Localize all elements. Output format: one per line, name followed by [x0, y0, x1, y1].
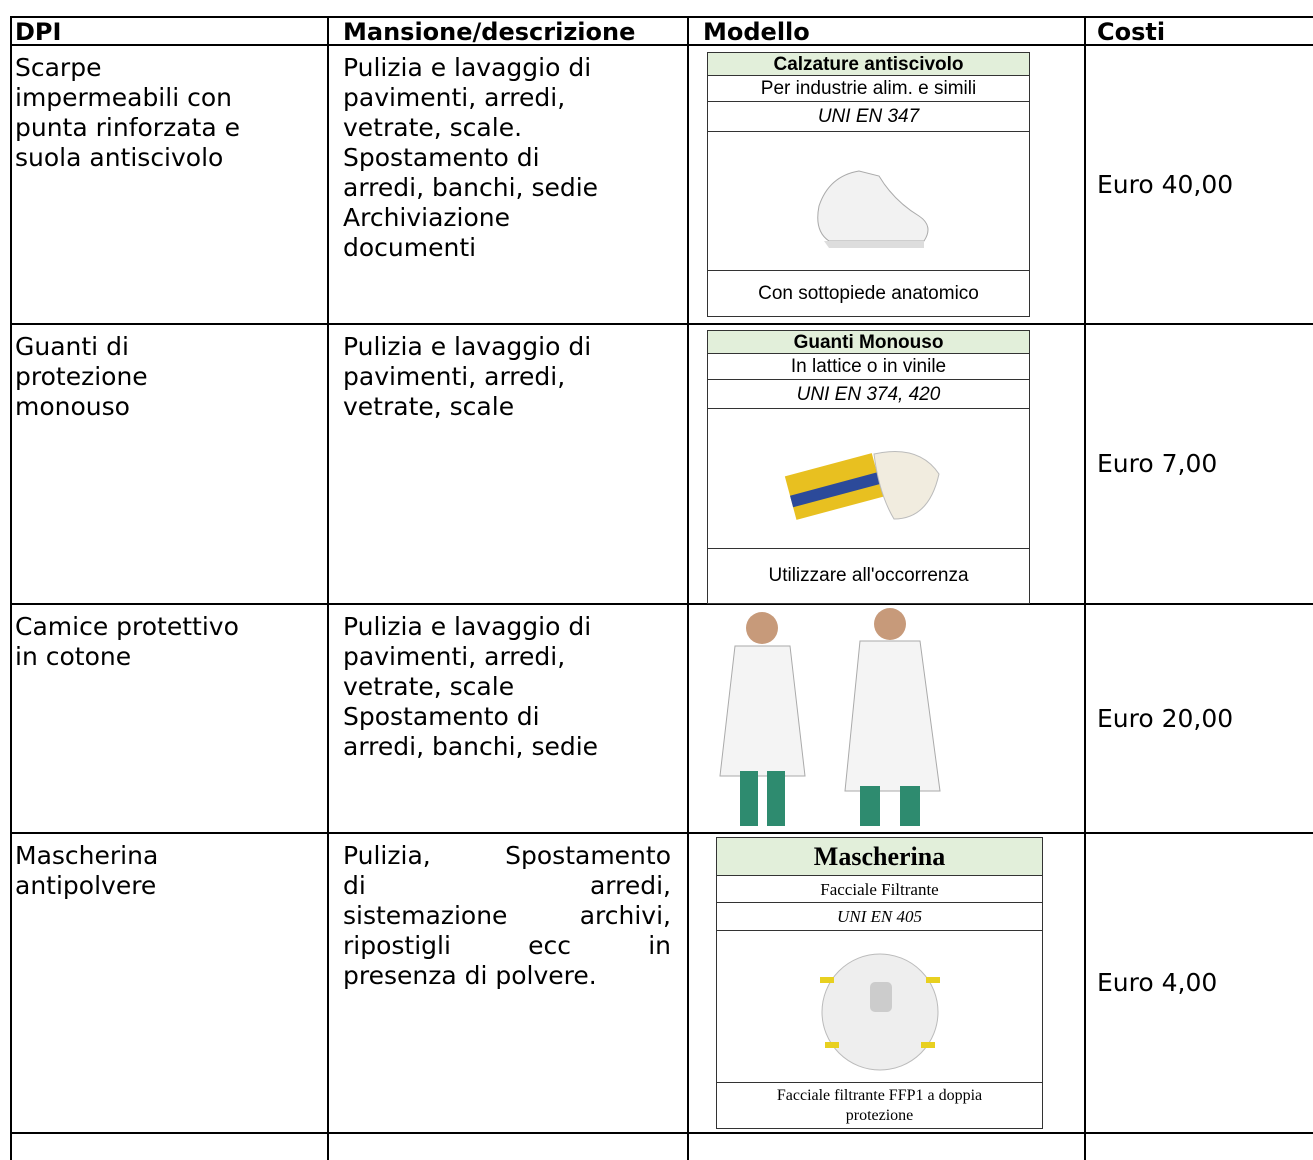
dpi-text: Scarpe: [15, 53, 102, 82]
description-text: Pulizia e lavaggio di: [343, 53, 592, 82]
cost-text: Euro 40,00: [1097, 169, 1234, 199]
model-note: Facciale filtrante FFP1 a doppia protezio…: [717, 1083, 1042, 1128]
model-note: Con sottopiede anatomico: [708, 271, 1029, 316]
model-card: Guanti Monouso In lattice o in vinile UNI …: [707, 330, 1030, 604]
dpi-text: monouso: [15, 392, 130, 421]
dpi-text: antipolvere: [15, 871, 157, 900]
model-note: Utilizzare all'occorrenza: [708, 549, 1029, 603]
description-text: vetrate, scale: [343, 672, 515, 701]
model-title: Calzature antiscivolo: [708, 53, 1029, 76]
cost-text: Euro 4,00: [1097, 968, 1218, 997]
dpi-text: punta rinforzata e: [15, 113, 240, 142]
note-line: Con sottopiede anatomico: [758, 282, 979, 304]
description-text: Spostamento di: [343, 143, 540, 172]
header-cell: Costi: [1097, 18, 1166, 46]
description-text: pavimenti, arredi,: [343, 642, 566, 671]
dpi-text: protezione: [15, 362, 148, 391]
header-cell: Mansione/descrizione: [343, 18, 636, 46]
description-text: pavimenti, arredi,: [343, 362, 566, 391]
product-image: [708, 132, 1029, 271]
dpi-text: Mascherina: [15, 841, 159, 870]
model-subtitle: Facciale Filtrante: [717, 876, 1042, 903]
model-standard: UNI EN 374, 420: [708, 380, 1029, 409]
description-text: sistemazione archivi,: [343, 901, 671, 930]
model-standard: UNI EN 405: [717, 903, 1042, 931]
product-image: [717, 931, 1042, 1083]
product-photo: [695, 606, 970, 832]
description-text: arredi, banchi, sedie: [343, 732, 599, 761]
model-card: Calzature antiscivolo Per industrie alim.…: [707, 52, 1030, 317]
dpi-text: Guanti di: [15, 332, 129, 361]
model-card: Mascherina Facciale Filtrante UNI EN 405 Fa…: [716, 837, 1043, 1129]
dpi-text: suola antiscivolo: [15, 143, 224, 172]
dpi-text: impermeabili con: [15, 83, 232, 112]
description-text: Archiviazione: [343, 203, 511, 232]
description-text: pavimenti, arredi,: [343, 83, 566, 112]
description-text: Pulizia e lavaggio di: [343, 612, 592, 641]
description-text: arredi, banchi, sedie: [343, 173, 599, 202]
note-line: Utilizzare all'occorrenza: [768, 565, 969, 586]
note-line: Facciale filtrante FFP1 a doppia: [776, 1086, 983, 1104]
model-title: Guanti Monouso: [708, 331, 1029, 354]
product-image: [708, 409, 1029, 549]
description-text: Pulizia, Spostamento: [343, 841, 671, 870]
description-text: documenti: [343, 233, 477, 262]
model-subtitle: Per industrie alim. e simili: [708, 76, 1029, 102]
description-text: ripostigli ecc in: [343, 931, 671, 960]
model-subtitle: In lattice o in vinile: [708, 354, 1029, 380]
cost-text: Euro 7,00: [1097, 449, 1218, 478]
description-text: di arredi,: [343, 871, 671, 900]
dpi-text: Camice protettivo: [15, 612, 239, 641]
description-text: presenza di polvere.: [343, 961, 597, 990]
model-standard: UNI EN 347: [708, 102, 1029, 132]
dpi-text: in cotone: [15, 642, 132, 671]
cost-text: Euro 20,00: [1097, 703, 1234, 733]
header-cell: DPI: [15, 18, 62, 46]
description-text: vetrate, scale.: [343, 113, 523, 142]
description-text: Spostamento di: [343, 702, 540, 731]
description-text: vetrate, scale: [343, 392, 515, 421]
description-text: Pulizia e lavaggio di: [343, 332, 592, 361]
note-line: protezione: [845, 1106, 914, 1124]
model-title: Mascherina: [717, 838, 1042, 876]
header-cell: Modello: [703, 18, 810, 46]
